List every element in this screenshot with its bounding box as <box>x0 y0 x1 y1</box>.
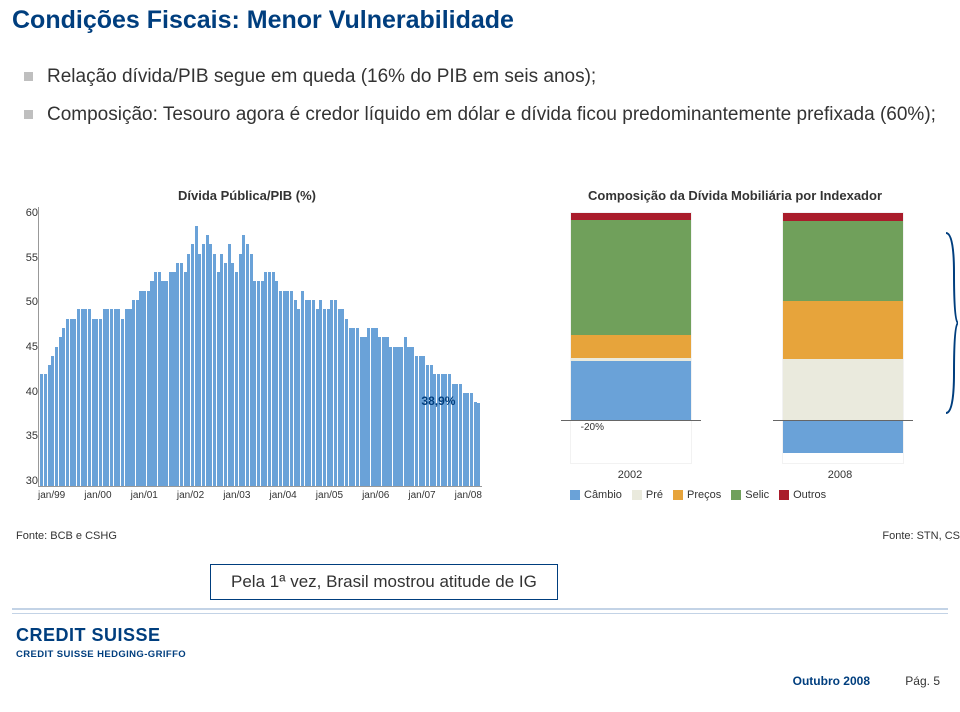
legend: Câmbio Pré Preços Selic Outros <box>570 489 940 501</box>
bullet-marker <box>24 110 33 119</box>
bullet-item: Relação dívida/PIB segue em queda (16% d… <box>24 64 936 90</box>
source-left: Fonte: BCB e CSHG <box>16 530 117 542</box>
bars <box>39 207 482 486</box>
footer-page: Pág. 5 <box>905 674 940 688</box>
value-callout: 38,9% <box>421 394 455 408</box>
brace-icon <box>944 223 958 423</box>
x-axis: jan/99jan/00jan/01jan/02jan/03jan/04jan/… <box>38 490 482 501</box>
logo-line1: CREDIT SUISSE <box>16 626 186 644</box>
stack-bar <box>782 212 904 464</box>
highlight-box: Pela 1ª vez, Brasil mostrou atitude de I… <box>210 564 558 600</box>
bullet-marker <box>24 72 33 81</box>
source-right: Fonte: STN, CS <box>882 530 960 542</box>
composition-chart: Composição da Dívida Mobiliária por Inde… <box>530 188 940 498</box>
footer-date: Outubro 2008 <box>793 674 870 688</box>
divider <box>12 613 948 614</box>
chart-title: Dívida Pública/PIB (%) <box>12 188 482 203</box>
legend-item: Outros <box>779 489 826 501</box>
y-axis: 60555045403530 <box>12 207 38 487</box>
bullet-text: Relação dívida/PIB segue em queda (16% d… <box>47 64 596 90</box>
legend-item: Preços <box>673 489 721 501</box>
x-axis: 20022008 <box>570 469 940 481</box>
legend-item: Selic <box>731 489 769 501</box>
stack-plot: 100%80%60%40%20%0%-20% <box>570 213 940 463</box>
plot-area: 38,9% <box>38 207 482 487</box>
page-title: Condições Fiscais: Menor Vulnerabilidade <box>12 6 514 35</box>
stack-bar <box>570 212 692 464</box>
chart-title: Composição da Dívida Mobiliária por Inde… <box>530 188 940 203</box>
debt-gdp-chart: Dívida Pública/PIB (%) 60555045403530 38… <box>12 188 482 498</box>
logo: CREDIT SUISSE CREDIT SUISSE HEDGING-GRIF… <box>16 626 186 660</box>
legend-item: Pré <box>632 489 663 501</box>
bullet-text: Composição: Tesouro agora é credor líqui… <box>47 102 936 128</box>
bullet-item: Composição: Tesouro agora é credor líqui… <box>24 102 936 128</box>
logo-line2: CREDIT SUISSE HEDGING-GRIFFO <box>16 650 186 660</box>
divider <box>12 608 948 610</box>
bullet-list: Relação dívida/PIB segue em queda (16% d… <box>24 64 936 139</box>
legend-item: Câmbio <box>570 489 622 501</box>
